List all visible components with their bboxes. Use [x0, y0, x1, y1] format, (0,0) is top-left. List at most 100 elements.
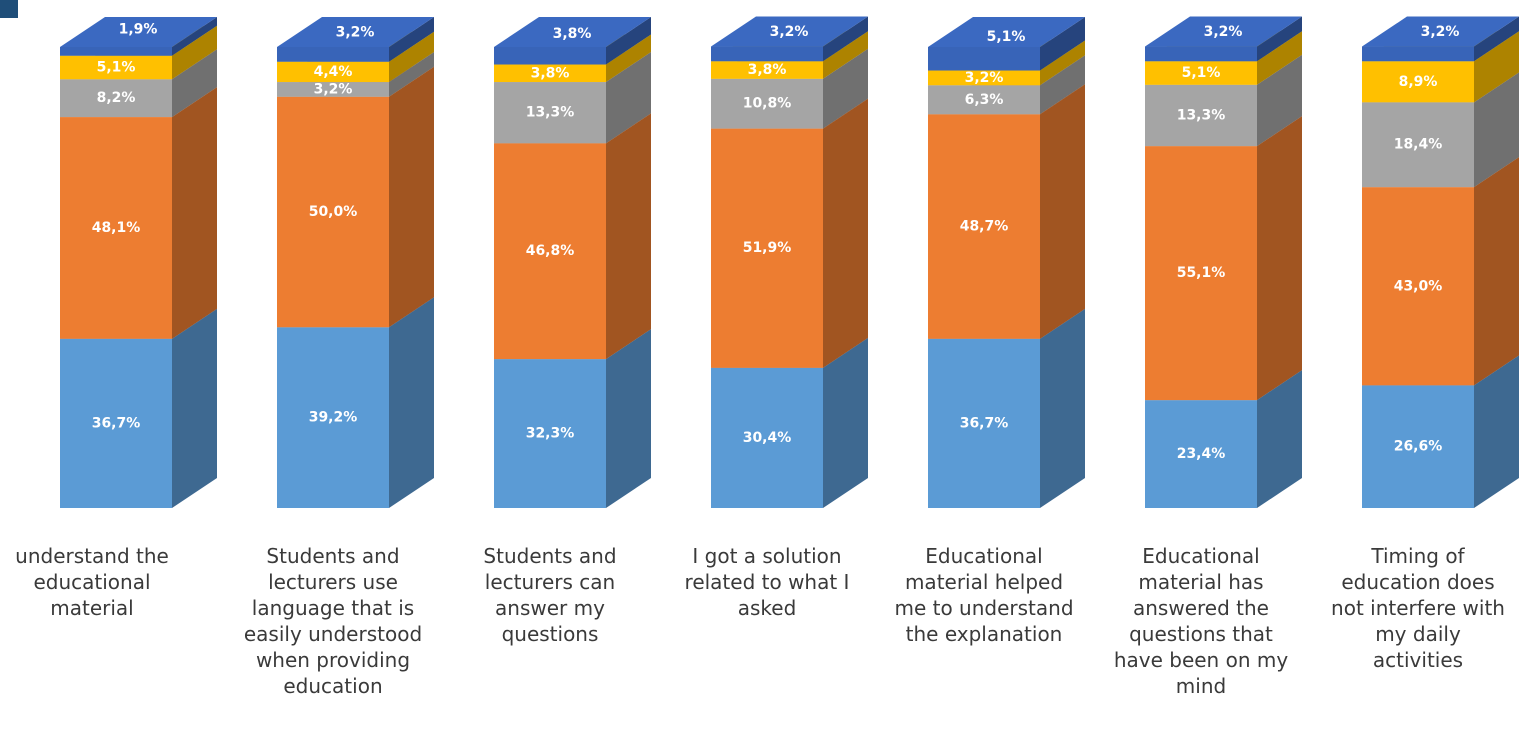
- value-label: 3,8%: [553, 26, 592, 42]
- bar-side: [823, 98, 868, 368]
- value-label: 23,4%: [1177, 446, 1226, 462]
- value-label: 26,6%: [1394, 439, 1443, 455]
- value-label: 8,9%: [1399, 74, 1438, 90]
- category-label: Students and lecturers can answer my que…: [483, 544, 617, 646]
- bar-segment: [60, 47, 172, 56]
- bar-side: [1040, 55, 1085, 115]
- bar-segment: [1362, 187, 1474, 386]
- value-label: 46,8%: [526, 243, 575, 259]
- bar-side: [606, 34, 651, 83]
- bar-segment: [1145, 46, 1257, 62]
- bar-side: [1257, 16, 1302, 62]
- bar-side: [172, 17, 217, 56]
- bar-segment: [277, 47, 389, 62]
- value-label: 13,3%: [526, 105, 575, 121]
- bar-segment: [1362, 61, 1474, 103]
- value-label: 48,1%: [92, 220, 141, 236]
- bar-side: [172, 49, 217, 118]
- value-label: 10,8%: [743, 96, 792, 112]
- bar-side: [1474, 355, 1519, 508]
- bar-side: [1040, 84, 1085, 339]
- value-label: 13,3%: [1177, 107, 1226, 123]
- value-label: 6,3%: [965, 92, 1004, 108]
- bar-segment: [494, 64, 606, 83]
- bar-side: [823, 16, 868, 62]
- bar-top: [277, 17, 434, 47]
- bar-segment: [494, 82, 606, 144]
- bar-segment: [277, 327, 389, 508]
- bar-segment: [928, 338, 1040, 508]
- bar-segment: [1362, 46, 1474, 62]
- bar-segment: [60, 117, 172, 339]
- bar-segment: [928, 85, 1040, 115]
- category-label: Educational material helped me to unders…: [894, 544, 1074, 646]
- bar-segment: [494, 359, 606, 508]
- bar-side: [172, 308, 217, 508]
- bar-side: [823, 31, 868, 79]
- bar-segment: [711, 61, 823, 79]
- value-label: 39,2%: [309, 410, 358, 426]
- bar-side: [1040, 17, 1085, 71]
- value-label: 3,2%: [336, 24, 375, 40]
- bar-segment: [928, 47, 1040, 71]
- bar-top: [711, 16, 868, 47]
- corner-marker: [0, 0, 18, 18]
- value-label: 18,4%: [1394, 137, 1443, 153]
- bar-segment: [60, 79, 172, 118]
- bar-segment: [60, 338, 172, 508]
- bar-side: [823, 337, 868, 508]
- bar-top: [928, 17, 1085, 47]
- bar-segment: [494, 143, 606, 360]
- value-label: 5,1%: [1182, 65, 1221, 81]
- value-label: 30,4%: [743, 430, 792, 446]
- bar-side: [389, 66, 434, 328]
- value-label: 32,3%: [526, 426, 575, 442]
- value-label: 36,7%: [960, 415, 1009, 431]
- value-label: 3,8%: [531, 65, 570, 81]
- bar-segment: [711, 78, 823, 129]
- bar-side: [1257, 31, 1302, 85]
- bar-segment: [1145, 400, 1257, 508]
- bar-side: [1474, 16, 1519, 62]
- value-label: 3,2%: [1204, 24, 1243, 40]
- bar-side: [1474, 72, 1519, 188]
- bar-side: [1474, 157, 1519, 386]
- bar-top: [1145, 16, 1302, 47]
- bar-side: [1257, 54, 1302, 147]
- bar-side: [1040, 40, 1085, 86]
- bar-top: [60, 17, 217, 47]
- bar-top: [1362, 16, 1519, 47]
- bar-segment: [928, 70, 1040, 86]
- bar-segment: [1362, 385, 1474, 508]
- bar-side: [606, 17, 651, 65]
- value-label: 1,9%: [119, 21, 158, 37]
- bar-segment: [277, 82, 389, 97]
- bar-segment: [711, 46, 823, 62]
- category-label: understand the educational material: [15, 544, 169, 620]
- bar-side: [606, 52, 651, 144]
- bar-segment: [711, 128, 823, 368]
- bar-segment: [494, 47, 606, 65]
- bar-side: [823, 48, 868, 129]
- category-label: Students and lecturers use language that…: [243, 544, 423, 698]
- bar-top: [494, 17, 651, 47]
- value-label: 3,2%: [965, 70, 1004, 86]
- value-label: 55,1%: [1177, 265, 1226, 281]
- value-label: 5,1%: [97, 60, 136, 76]
- bar-side: [389, 297, 434, 508]
- value-label: 43,0%: [1394, 278, 1443, 294]
- value-label: 3,2%: [314, 81, 353, 97]
- bar-segment: [277, 96, 389, 328]
- value-label: 51,9%: [743, 240, 792, 256]
- bar-side: [389, 31, 434, 83]
- bar-segment: [711, 367, 823, 508]
- value-label: 4,4%: [314, 64, 353, 80]
- bar-side: [606, 113, 651, 360]
- category-label: Educational material has answered the qu…: [1113, 544, 1289, 698]
- value-label: 36,7%: [92, 415, 141, 431]
- bar-side: [1040, 308, 1085, 508]
- bar-side: [389, 17, 434, 62]
- bar-segment: [1145, 84, 1257, 147]
